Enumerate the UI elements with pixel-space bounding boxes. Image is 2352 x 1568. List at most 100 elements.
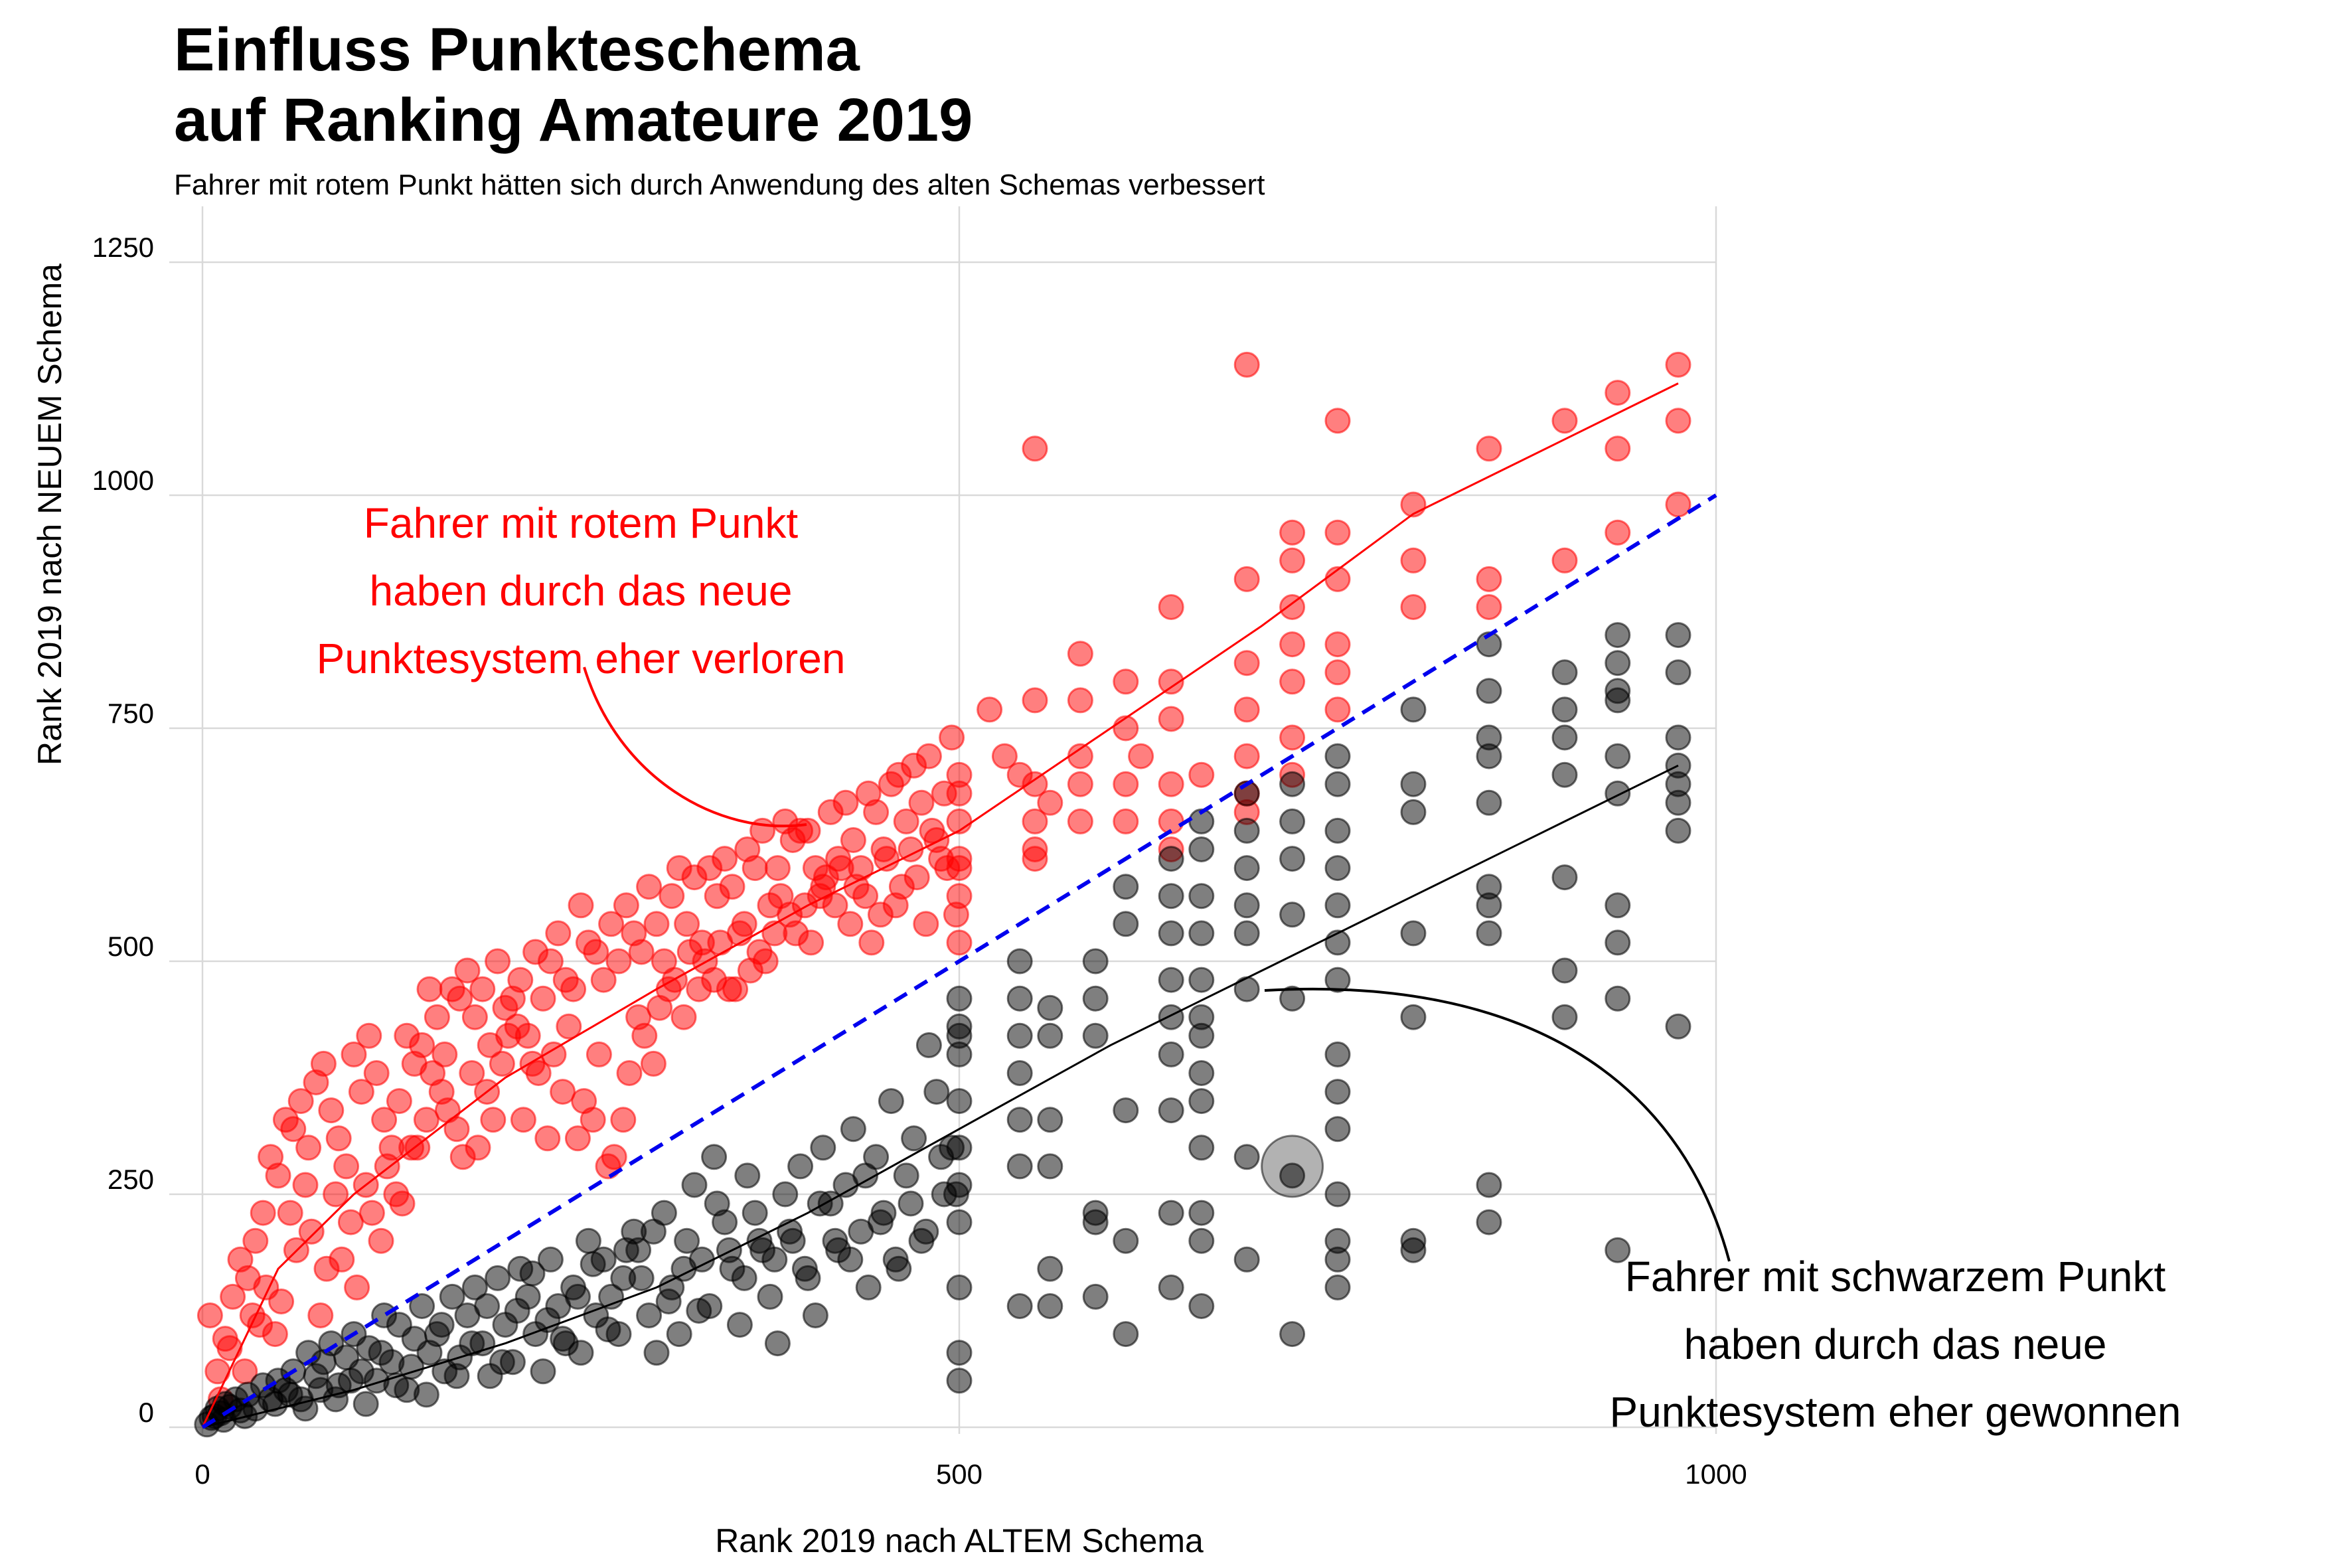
black-point: [1279, 1162, 1306, 1189]
black-point: [787, 1153, 814, 1180]
red-point: [640, 1050, 666, 1077]
red-point: [409, 1032, 435, 1058]
red-point: [628, 939, 655, 965]
red-point: [616, 1060, 643, 1086]
black-point: [923, 1079, 950, 1105]
red-point: [1022, 687, 1048, 714]
red-point: [1006, 761, 1033, 788]
annotation-black-line: haben durch das neue: [1684, 1320, 2107, 1368]
red-point: [489, 1050, 515, 1077]
black-point: [564, 1283, 591, 1310]
black-point: [1158, 1041, 1184, 1067]
black-point: [1605, 985, 1631, 1012]
black-point: [1006, 1153, 1033, 1180]
black-point: [1113, 1321, 1139, 1348]
black-point: [443, 1363, 470, 1389]
red-point: [389, 1190, 416, 1217]
red-point: [545, 920, 572, 947]
red-point: [216, 1335, 243, 1362]
black-point: [368, 1340, 394, 1366]
black-point: [840, 1116, 866, 1142]
black-point: [504, 1298, 530, 1324]
red-point: [1551, 408, 1578, 434]
red-point: [1067, 771, 1093, 797]
red-point: [1233, 743, 1260, 769]
black-point: [1605, 780, 1631, 807]
red-point: [333, 1153, 360, 1180]
red-point: [250, 1200, 276, 1226]
black-point: [674, 1227, 700, 1254]
black-point: [1324, 967, 1351, 993]
red-point: [601, 1144, 627, 1170]
red-point: [580, 1107, 606, 1133]
black-point: [757, 1283, 783, 1310]
black-point: [1037, 994, 1063, 1021]
black-point: [1188, 1088, 1215, 1115]
black-point: [1188, 1200, 1215, 1226]
red-point: [443, 1116, 470, 1142]
black-point: [1158, 1200, 1184, 1226]
annotation-red-line: Punktesystem eher verloren: [317, 635, 846, 682]
black-point: [666, 1321, 692, 1348]
red-point: [863, 799, 890, 825]
red-point: [341, 1041, 367, 1067]
black-point: [1324, 771, 1351, 797]
black-point: [946, 1209, 973, 1235]
black-point: [1188, 883, 1215, 909]
red-point: [1324, 519, 1351, 546]
black-point: [1400, 1237, 1427, 1263]
red-point: [946, 780, 973, 807]
red-point: [507, 967, 534, 993]
black-point: [610, 1265, 637, 1291]
red-point: [469, 976, 496, 1002]
black-point: [580, 1251, 606, 1277]
black-point: [636, 1302, 663, 1328]
black-point: [1113, 1097, 1139, 1124]
red-point: [1400, 594, 1427, 620]
red-point: [1605, 519, 1631, 546]
red-point: [670, 1004, 697, 1030]
red-point: [828, 855, 854, 882]
red-point: [265, 1162, 291, 1189]
red-point: [1188, 761, 1215, 788]
black-point: [1006, 985, 1033, 1012]
black-point: [946, 985, 973, 1012]
black-point: [428, 1312, 455, 1338]
red-point: [461, 1004, 488, 1030]
red-point: [1022, 808, 1048, 834]
red-point: [1476, 594, 1502, 620]
red-points: [196, 351, 1691, 1413]
black-point: [1605, 650, 1631, 676]
black-point: [409, 1293, 435, 1319]
red-point: [707, 929, 734, 956]
black-point: [1233, 1144, 1260, 1170]
red-point: [386, 1088, 412, 1115]
black-point: [761, 1246, 788, 1273]
black-point: [855, 1274, 882, 1300]
red-point: [1158, 706, 1184, 732]
red-point: [946, 929, 973, 956]
black-point: [1158, 967, 1184, 993]
black-point: [882, 1246, 909, 1273]
black-point: [810, 1135, 836, 1161]
red-point: [946, 883, 973, 909]
red-point: [598, 911, 625, 937]
red-point: [1067, 808, 1093, 834]
red-point: [356, 1022, 382, 1049]
red-point: [939, 724, 965, 751]
red-point: [605, 948, 632, 975]
red-point: [196, 1302, 223, 1328]
red-point: [220, 1283, 246, 1310]
black-point: [1006, 948, 1033, 975]
red-point: [631, 1022, 658, 1049]
black-point: [643, 1340, 670, 1366]
red-point: [325, 1125, 352, 1152]
red-point: [277, 1200, 303, 1226]
red-point: [1158, 594, 1184, 620]
black-point: [1324, 1041, 1351, 1067]
black-point: [1551, 696, 1578, 723]
black-point: [837, 1246, 864, 1273]
red-point: [919, 817, 945, 844]
black-point: [1113, 1227, 1139, 1254]
red-point: [413, 1107, 439, 1133]
